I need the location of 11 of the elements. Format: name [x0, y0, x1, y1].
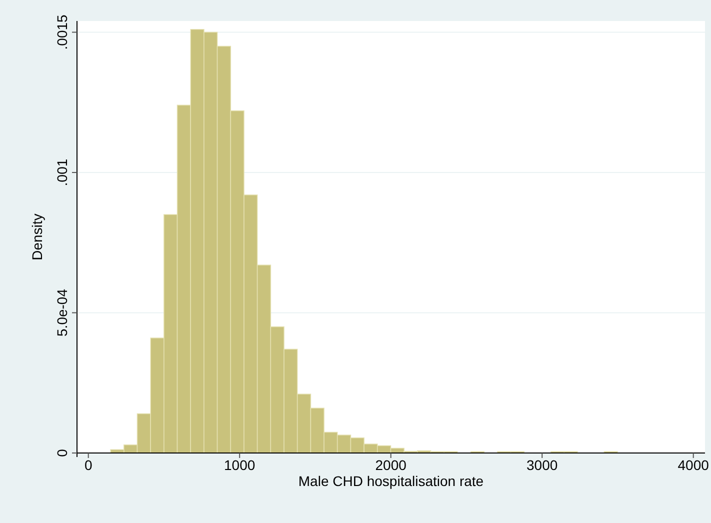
- x-tick-label: 3000: [526, 457, 558, 473]
- x-tick-label: 1000: [224, 457, 256, 473]
- y-tick-label: 0: [54, 448, 70, 457]
- x-tick-label: 0: [84, 457, 92, 473]
- x-tick-label: 2000: [375, 457, 407, 473]
- y-tick-label: .001: [54, 158, 70, 186]
- x-axis-title: Male CHD hospitalisation rate: [298, 473, 484, 489]
- y-tick-label: 5.0e-04: [54, 288, 70, 336]
- y-tick-label: .0015: [54, 14, 70, 50]
- y-axis-title: Density: [29, 214, 45, 260]
- x-tick-label: 4000: [678, 457, 710, 473]
